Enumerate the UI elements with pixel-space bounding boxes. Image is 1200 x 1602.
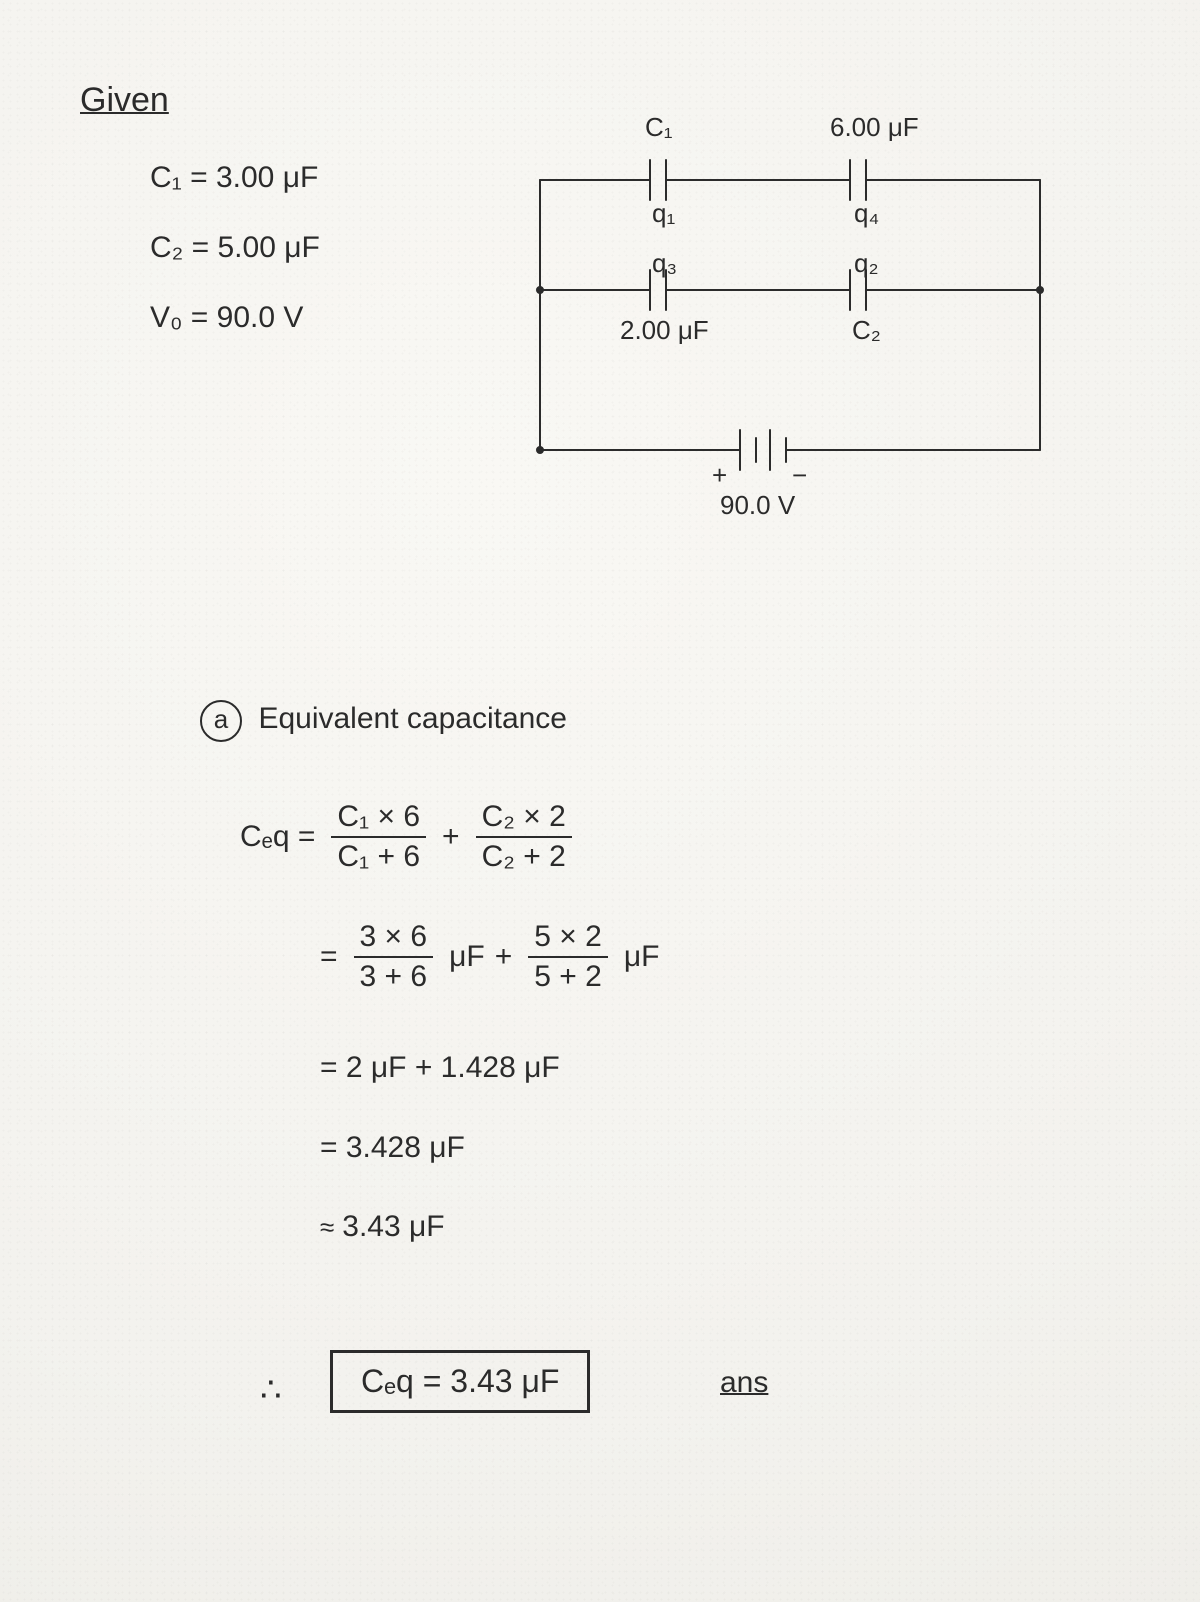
- given-v0: V₀ = 90.0 V: [150, 300, 303, 336]
- circuit-label-2uf: 2.00 μF: [620, 315, 709, 346]
- answer-box: Cₑq = 3.43 μF: [330, 1350, 590, 1413]
- circuit-diagram: C₁ 6.00 μF q₁ q₄ q₃ q₂ 2.00 μF C₂ + − 90…: [480, 120, 1120, 540]
- given-heading: Given: [80, 80, 169, 121]
- given-c2: C₂ = 5.00 μF: [150, 230, 320, 266]
- unit-1: μF: [449, 940, 485, 974]
- ans-label: ans: [720, 1365, 768, 1401]
- ceq-line4: = 3.428 μF: [320, 1130, 465, 1166]
- ceq-line5: 3.43 μF: [342, 1210, 444, 1244]
- circuit-label-c1: C₁: [645, 112, 673, 143]
- part-a-title: Equivalent capacitance: [258, 702, 567, 735]
- frac-c1x6: C₁ × 6 C₁ + 6: [331, 800, 426, 874]
- plus-1: +: [442, 820, 460, 854]
- ceq-line3: = 2 μF + 1.428 μF: [320, 1050, 560, 1086]
- plus-2: +: [495, 940, 513, 974]
- circuit-battery-label: 90.0 V: [720, 490, 795, 521]
- frac-c2x2: C₂ × 2 C₂ + 2: [476, 800, 572, 874]
- circuit-label-q2: q₂: [854, 248, 879, 279]
- unit-2: μF: [624, 940, 660, 974]
- circuit-label-q3: q₃: [652, 248, 677, 279]
- eq-2: =: [320, 940, 338, 974]
- frac-5x2: 5 × 2 5 + 2: [528, 920, 608, 994]
- ceq-lhs: Cₑq =: [240, 820, 315, 854]
- circuit-label-q4: q₄: [854, 198, 879, 229]
- part-marker-a: a: [200, 700, 242, 742]
- circuit-label-6uf: 6.00 μF: [830, 112, 919, 143]
- circuit-battery-minus: −: [792, 460, 807, 491]
- circuit-label-q1: q₁: [652, 198, 675, 229]
- approx-symbol: ≈: [320, 1212, 332, 1243]
- frac-3x6: 3 × 6 3 + 6: [354, 920, 434, 994]
- therefore-symbol: ∴: [260, 1370, 282, 1411]
- circuit-battery-plus: +: [712, 460, 727, 491]
- circuit-label-c2: C₂: [852, 315, 881, 346]
- given-c1: C₁ = 3.00 μF: [150, 160, 318, 196]
